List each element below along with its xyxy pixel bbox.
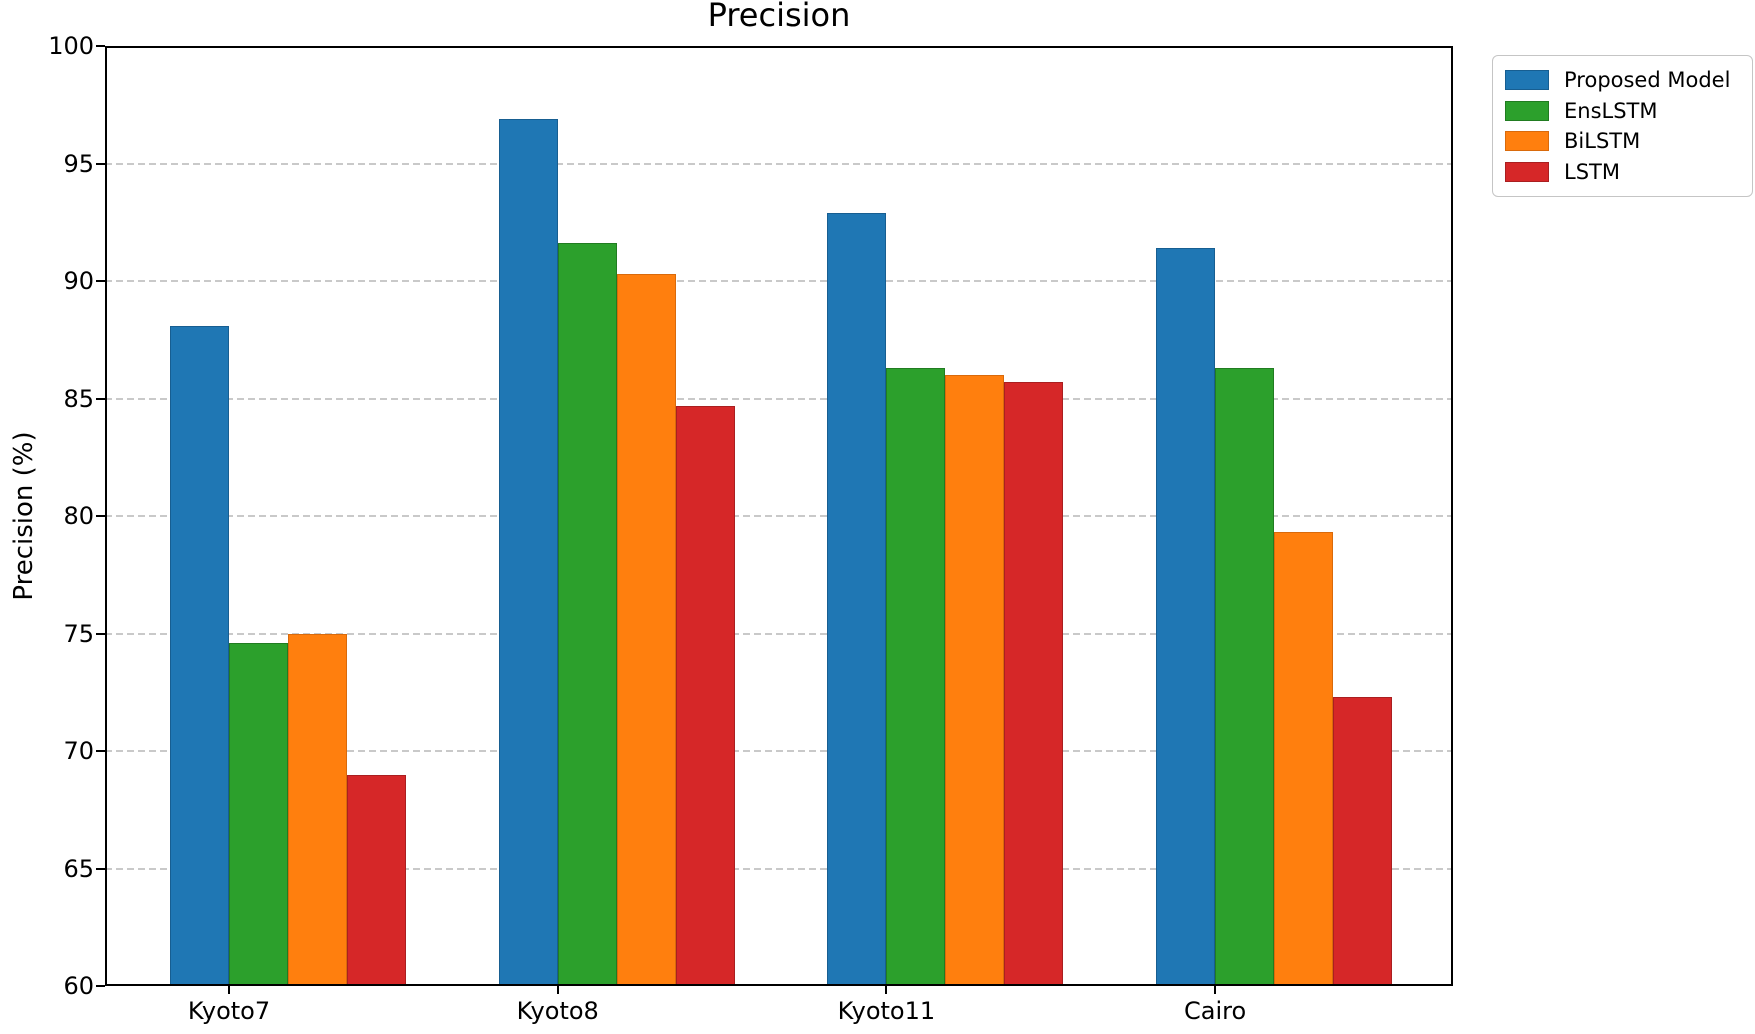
y-tick-mark-75 xyxy=(96,632,105,635)
legend-label-bilstm: BiLSTM xyxy=(1564,129,1641,154)
chart-title: Precision xyxy=(707,0,851,34)
bar-bilstm-kyoto8 xyxy=(616,273,676,986)
x-tick-label-kyoto11: Kyoto11 xyxy=(837,997,936,1025)
gridline-y-90 xyxy=(105,280,1453,282)
bar-proposed-model-kyoto11 xyxy=(827,212,887,986)
y-tick-label-60: 60 xyxy=(63,972,94,1000)
x-tick-label-kyoto8: Kyoto8 xyxy=(516,997,599,1025)
y-tick-label-85: 85 xyxy=(63,384,94,413)
bar-enslstm-kyoto8 xyxy=(557,243,617,986)
bar-enslstm-kyoto11 xyxy=(886,367,946,986)
legend-item-bilstm: BiLSTM xyxy=(1505,127,1740,155)
x-tick-label-kyoto7: Kyoto7 xyxy=(187,997,271,1025)
legend-swatch-lstm xyxy=(1505,161,1549,182)
bar-proposed-model-kyoto8 xyxy=(498,118,558,986)
bar-enslstm-cairo xyxy=(1215,367,1275,986)
x-tick-mark-kyoto11 xyxy=(885,986,888,994)
bar-bilstm-kyoto11 xyxy=(945,375,1005,986)
gridline-y-70 xyxy=(105,750,1453,752)
y-tick-label-90: 90 xyxy=(63,267,94,295)
y-tick-mark-90 xyxy=(96,280,105,282)
gridline-y-95 xyxy=(105,162,1453,165)
x-tick-mark-cairo xyxy=(1214,986,1217,994)
gridline-y-80 xyxy=(105,515,1453,517)
y-tick-label-95: 95 xyxy=(63,149,94,178)
bar-bilstm-cairo xyxy=(1274,532,1334,986)
y-tick-mark-60 xyxy=(96,985,105,987)
y-tick-label-75: 75 xyxy=(63,619,94,648)
x-tick-mark-kyoto7 xyxy=(228,986,230,994)
legend-label-lstm: LSTM xyxy=(1564,159,1620,184)
legend-swatch-bilstm xyxy=(1505,131,1549,152)
y-tick-mark-95 xyxy=(96,162,105,165)
x-tick-mark-kyoto8 xyxy=(556,986,559,994)
bar-lstm-kyoto7 xyxy=(347,774,406,986)
bar-enslstm-kyoto7 xyxy=(229,642,288,986)
y-tick-label-65: 65 xyxy=(63,854,94,883)
y-tick-mark-100 xyxy=(96,45,105,47)
bar-lstm-kyoto8 xyxy=(675,405,735,986)
y-tick-label-70: 70 xyxy=(63,737,94,765)
legend-item-lstm: LSTM xyxy=(1505,158,1740,186)
gridline-y-75 xyxy=(105,632,1453,635)
y-tick-label-100: 100 xyxy=(48,32,94,60)
gridline-y-65 xyxy=(105,867,1453,870)
legend-swatch-proposed-model xyxy=(1505,70,1549,90)
bar-lstm-kyoto11 xyxy=(1004,382,1064,986)
y-tick-label-80: 80 xyxy=(63,502,94,530)
gridline-y-85 xyxy=(105,397,1453,400)
plot-area xyxy=(105,46,1453,986)
legend-item-enslstm: EnsLSTM xyxy=(1505,97,1740,125)
bar-lstm-cairo xyxy=(1333,696,1393,986)
y-tick-mark-85 xyxy=(96,397,105,400)
legend-label-enslstm: EnsLSTM xyxy=(1564,98,1658,123)
x-tick-label-cairo: Cairo xyxy=(1184,997,1247,1025)
bar-bilstm-kyoto7 xyxy=(288,633,347,986)
bar-proposed-model-kyoto7 xyxy=(170,325,229,986)
bar-proposed-model-cairo xyxy=(1156,248,1216,986)
legend: Proposed Model EnsLSTM BiLSTM LSTM xyxy=(1492,55,1753,197)
legend-swatch-enslstm xyxy=(1505,100,1549,121)
y-tick-mark-65 xyxy=(96,867,105,870)
legend-item-proposed-model: Proposed Model xyxy=(1505,66,1740,94)
legend-label-proposed-model: Proposed Model xyxy=(1564,68,1731,92)
y-tick-mark-80 xyxy=(96,515,105,517)
y-tick-mark-70 xyxy=(96,750,105,752)
